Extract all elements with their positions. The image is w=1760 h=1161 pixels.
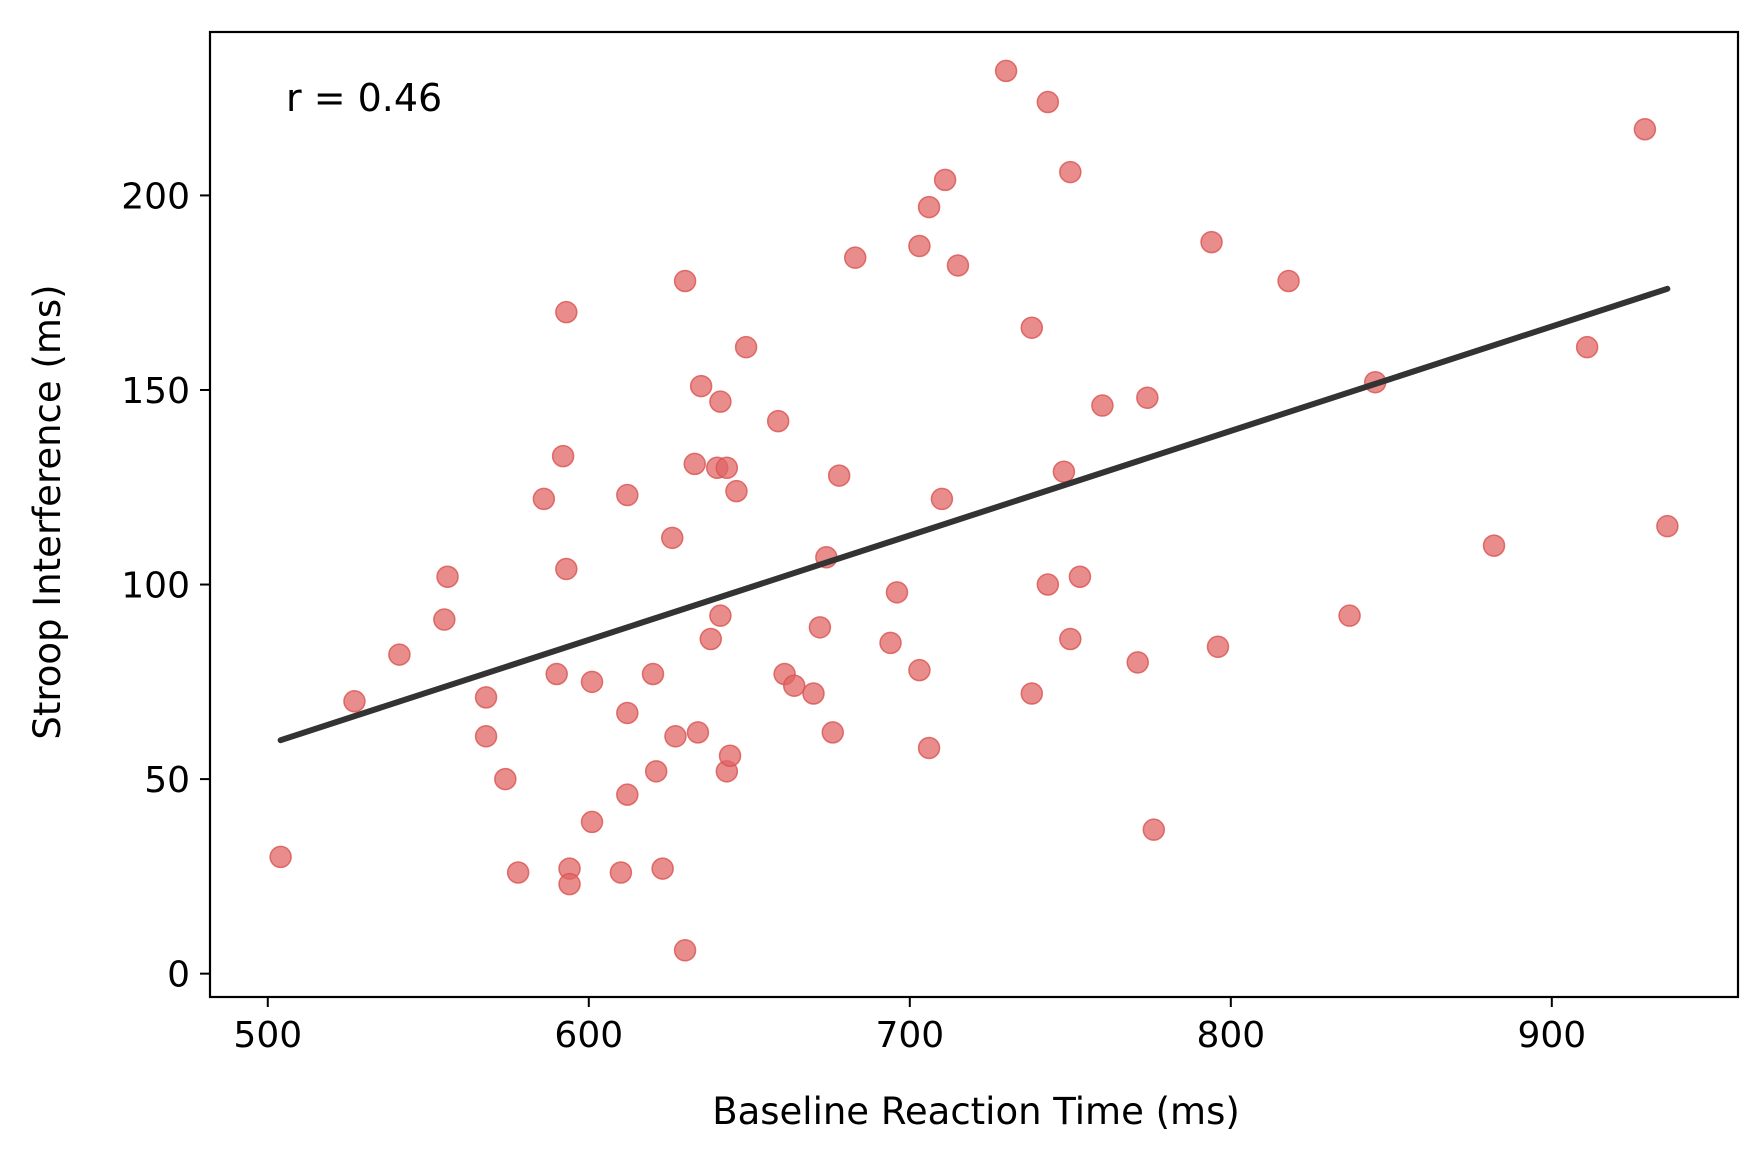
data-point bbox=[766, 409, 790, 433]
data-point bbox=[388, 643, 411, 666]
data-point bbox=[580, 670, 604, 694]
data-point bbox=[269, 845, 292, 869]
data-point bbox=[661, 526, 684, 550]
trend-line bbox=[277, 285, 1671, 744]
data-point bbox=[689, 374, 713, 398]
data-point bbox=[1633, 118, 1657, 141]
data-point bbox=[725, 479, 748, 503]
data-point bbox=[1206, 635, 1230, 659]
data-point bbox=[827, 464, 851, 487]
x-tick-label: 600 bbox=[554, 1015, 623, 1056]
data-point bbox=[1020, 316, 1044, 339]
y-tick-label: 0 bbox=[167, 955, 190, 996]
x-axis-title: Baseline Reaction Time (ms) bbox=[712, 1090, 1240, 1133]
y-tick-label: 150 bbox=[121, 371, 190, 412]
data-point bbox=[1036, 573, 1060, 596]
data-point bbox=[474, 725, 498, 748]
data-point bbox=[1482, 534, 1506, 557]
y-axis-ticks: 0 50 100 150 200 bbox=[121, 176, 210, 996]
data-point bbox=[609, 861, 633, 884]
data-points bbox=[269, 59, 1679, 962]
data-point bbox=[1059, 160, 1082, 184]
data-point bbox=[644, 760, 668, 783]
data-point bbox=[709, 390, 732, 413]
data-point bbox=[930, 487, 954, 511]
y-axis-title: Stroop Interference (ms) bbox=[26, 284, 69, 739]
correlation-annotation: r = 0.46 bbox=[286, 76, 442, 120]
data-point bbox=[616, 701, 639, 725]
x-tick-label: 800 bbox=[1196, 1015, 1265, 1056]
data-point bbox=[699, 627, 723, 651]
data-point bbox=[532, 487, 556, 511]
data-point bbox=[718, 744, 742, 767]
data-point bbox=[1200, 230, 1223, 254]
data-point bbox=[994, 59, 1018, 83]
data-point bbox=[555, 557, 578, 581]
data-point bbox=[558, 872, 581, 896]
data-point bbox=[474, 686, 498, 709]
data-point bbox=[1656, 514, 1679, 538]
x-axis-ticks: 500 600 700 800 900 bbox=[233, 997, 1586, 1056]
data-point bbox=[343, 690, 366, 713]
data-point bbox=[908, 234, 931, 258]
trend-line-group bbox=[277, 285, 1671, 744]
data-point bbox=[843, 246, 867, 269]
data-point bbox=[1059, 627, 1082, 651]
data-point bbox=[821, 721, 845, 744]
data-point bbox=[616, 783, 639, 806]
x-tick-label: 700 bbox=[875, 1015, 944, 1056]
data-point bbox=[1277, 269, 1300, 293]
data-point bbox=[673, 939, 697, 962]
data-point bbox=[879, 631, 902, 655]
data-point bbox=[1575, 335, 1599, 359]
data-point bbox=[641, 662, 665, 686]
data-point bbox=[908, 658, 931, 682]
x-tick-label: 500 bbox=[233, 1015, 302, 1056]
data-point bbox=[673, 269, 697, 293]
y-tick-label: 100 bbox=[121, 566, 190, 607]
data-point bbox=[616, 483, 639, 507]
data-point bbox=[686, 721, 710, 744]
data-point bbox=[545, 662, 568, 686]
data-point bbox=[1036, 90, 1060, 114]
data-point bbox=[808, 616, 832, 639]
data-point bbox=[1136, 386, 1159, 410]
data-point bbox=[436, 565, 459, 589]
data-point bbox=[885, 581, 909, 604]
data-point bbox=[506, 861, 530, 884]
data-point bbox=[651, 857, 674, 880]
data-point bbox=[551, 444, 575, 468]
data-point bbox=[1338, 604, 1361, 627]
data-point bbox=[494, 767, 517, 791]
data-point bbox=[580, 810, 604, 834]
data-point bbox=[782, 674, 806, 697]
data-point bbox=[1052, 460, 1076, 483]
data-point bbox=[709, 604, 732, 627]
data-point bbox=[664, 725, 687, 748]
y-tick-label: 50 bbox=[144, 760, 190, 801]
data-point bbox=[1142, 818, 1166, 841]
data-point bbox=[715, 456, 739, 480]
data-point bbox=[917, 736, 941, 760]
data-point bbox=[1020, 682, 1044, 705]
data-point bbox=[555, 300, 578, 324]
data-point bbox=[1068, 565, 1092, 589]
data-point bbox=[802, 682, 825, 705]
data-point bbox=[933, 168, 957, 192]
plot-area-frame bbox=[208, 30, 1740, 999]
data-point bbox=[433, 608, 456, 631]
y-tick-label: 200 bbox=[121, 176, 190, 217]
data-point bbox=[734, 335, 758, 359]
data-point bbox=[683, 452, 706, 476]
data-point bbox=[1126, 651, 1149, 674]
data-point bbox=[946, 254, 970, 277]
x-tick-label: 900 bbox=[1517, 1015, 1586, 1056]
data-point bbox=[917, 195, 941, 219]
data-point bbox=[1091, 394, 1114, 417]
